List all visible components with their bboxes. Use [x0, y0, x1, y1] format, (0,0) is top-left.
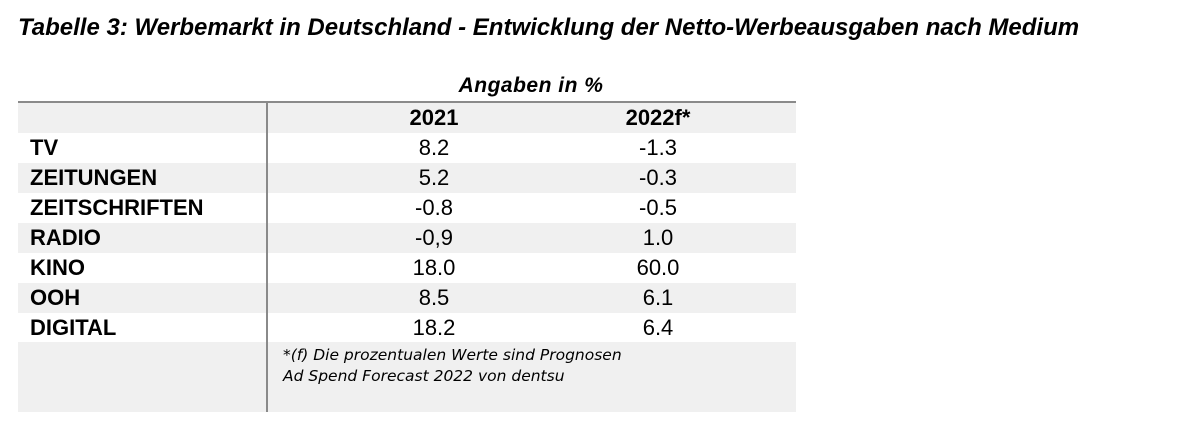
cell-2022-radio: 1.0	[642, 225, 674, 250]
table-row-radio: RADIO -0,9 1.0	[18, 223, 796, 253]
table-title: Tabelle 3: Werbemarkt in Deutschland - E…	[18, 14, 1080, 41]
table-row-digital: DIGITAL 18.2 6.4	[18, 313, 796, 343]
row-label-tv: TV	[30, 135, 59, 160]
table-top-rule	[18, 101, 796, 103]
row-label-ooh: OOH	[30, 285, 81, 310]
cell-2022-tv: -1.3	[639, 135, 677, 160]
column-header-2022f: 2022f*	[625, 105, 691, 130]
column-header-2021: 2021	[409, 105, 459, 130]
table-footnote-row: *(f) Die prozentualen Werte sind Prognos…	[18, 342, 796, 412]
row-label-zeitschriften: ZEITSCHRIFTEN	[30, 195, 204, 220]
cell-2022-zeitungen: -0.3	[639, 165, 677, 190]
table-row-zeitschriften: ZEITSCHRIFTEN -0.8 -0.5	[18, 193, 796, 223]
cell-2021-digital: 18.2	[412, 315, 456, 340]
cell-2021-zeitschriften: -0.8	[415, 195, 453, 220]
cell-2022-ooh: 6.1	[642, 285, 674, 310]
table-row-tv: TV 8.2 -1.3	[18, 133, 796, 163]
table-row-zeitungen: ZEITUNGEN 5.2 -0.3	[18, 163, 796, 193]
row-label-digital: DIGITAL	[30, 315, 117, 340]
footnote-forecast: *(f) Die prozentualen Werte sind Prognos…	[283, 346, 622, 364]
ad-spend-table: 2021 2022f* TV 8.2 -1.3 ZEITUNGEN 5.2 -0…	[18, 101, 796, 412]
cell-2022-digital: 6.4	[642, 315, 674, 340]
table-row-kino: KINO 18.0 60.0	[18, 253, 796, 283]
cell-2021-tv: 8.2	[418, 135, 450, 160]
table-vertical-rule	[266, 101, 268, 412]
cell-2021-zeitungen: 5.2	[418, 165, 450, 190]
footnote-source: Ad Spend Forecast 2022 von dentsu	[283, 367, 565, 385]
row-label-zeitungen: ZEITUNGEN	[30, 165, 158, 190]
cell-2021-kino: 18.0	[412, 255, 456, 280]
table-header-row: 2021 2022f*	[18, 103, 796, 133]
row-label-radio: RADIO	[30, 225, 101, 250]
cell-2021-ooh: 8.5	[418, 285, 450, 310]
table-subtitle: Angaben in %	[458, 74, 604, 97]
row-label-kino: KINO	[30, 255, 85, 280]
cell-2022-kino: 60.0	[636, 255, 680, 280]
cell-2021-radio: -0,9	[415, 225, 453, 250]
cell-2022-zeitschriften: -0.5	[639, 195, 677, 220]
table-row-ooh: OOH 8.5 6.1	[18, 283, 796, 313]
